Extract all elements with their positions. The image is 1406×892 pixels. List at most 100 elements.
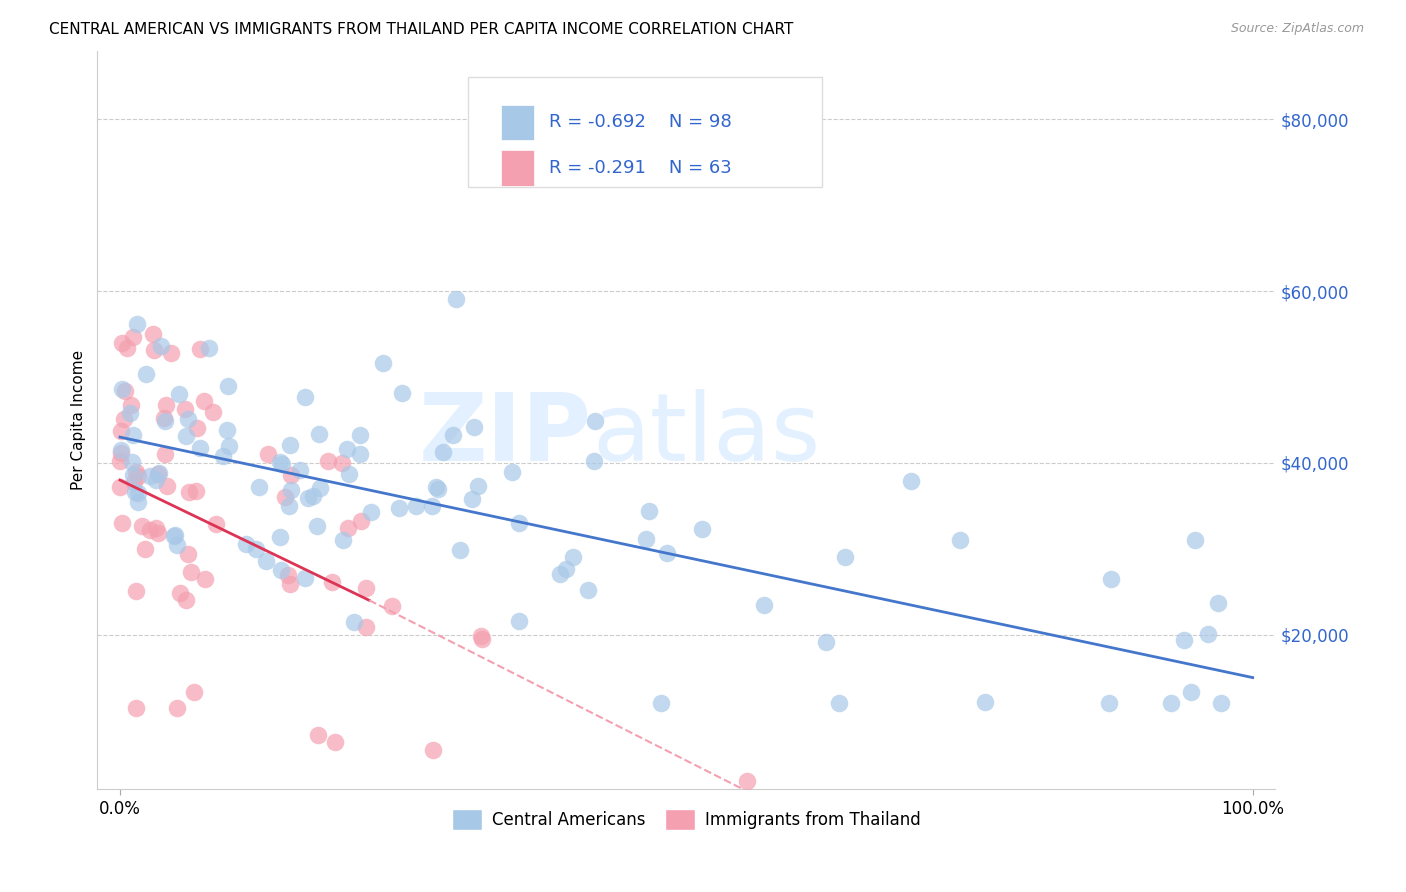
Point (309, 481, 332, 495)
Point (1098, 697, 1121, 711)
FancyBboxPatch shape (502, 151, 534, 186)
Point (125, 465, 148, 479)
Point (449, 542, 471, 557)
Point (463, 420, 485, 434)
Point (127, 469, 149, 483)
Point (138, 524, 160, 538)
Point (177, 547, 200, 561)
Point (636, 533, 658, 547)
Point (582, 454, 605, 468)
Point (177, 412, 200, 426)
Point (148, 466, 170, 480)
Text: R = -0.291    N = 63: R = -0.291 N = 63 (548, 159, 731, 178)
Point (110, 446, 132, 460)
Point (165, 528, 187, 542)
Point (288, 463, 311, 477)
Point (323, 735, 346, 749)
Point (183, 685, 205, 699)
Point (467, 479, 489, 493)
Point (307, 728, 329, 742)
Point (735, 773, 758, 788)
Point (349, 427, 371, 442)
Point (111, 516, 134, 530)
Point (111, 382, 134, 396)
Point (143, 343, 166, 358)
Text: CENTRAL AMERICAN VS IMMIGRANTS FROM THAILAND PER CAPITA INCOME CORRELATION CHART: CENTRAL AMERICAN VS IMMIGRANTS FROM THAI… (49, 22, 793, 37)
Point (308, 427, 330, 442)
Point (174, 593, 197, 607)
Point (638, 504, 661, 518)
Point (752, 598, 775, 612)
Point (422, 742, 444, 756)
Point (655, 546, 678, 560)
Point (1197, 627, 1219, 641)
Point (235, 537, 257, 551)
Point (337, 467, 360, 481)
Point (828, 697, 851, 711)
Point (127, 317, 149, 331)
Point (350, 514, 373, 528)
Point (470, 629, 492, 643)
Point (115, 341, 138, 355)
Point (124, 485, 146, 500)
Point (1173, 632, 1195, 647)
Point (135, 368, 157, 382)
Point (949, 533, 972, 547)
Point (690, 522, 713, 536)
Point (150, 339, 173, 353)
Point (277, 499, 299, 513)
FancyBboxPatch shape (468, 77, 823, 187)
Point (125, 700, 148, 714)
Point (432, 445, 454, 459)
Point (337, 521, 360, 535)
Text: atlas: atlas (592, 389, 820, 481)
Point (294, 390, 316, 404)
Point (254, 554, 277, 568)
Point (425, 480, 447, 494)
Point (153, 411, 176, 425)
Point (271, 458, 294, 472)
Point (108, 480, 131, 494)
Point (155, 479, 177, 493)
Point (576, 582, 599, 597)
Point (349, 447, 371, 461)
Point (354, 619, 377, 633)
Point (427, 483, 450, 497)
Point (160, 346, 183, 360)
Point (163, 529, 186, 543)
Point (900, 474, 922, 488)
Point (112, 412, 135, 426)
Point (201, 405, 224, 419)
Point (134, 541, 156, 556)
Point (814, 635, 837, 649)
Point (555, 562, 578, 576)
Point (318, 454, 340, 468)
Point (155, 398, 177, 412)
Point (167, 387, 190, 401)
Point (336, 442, 359, 456)
Point (583, 414, 606, 428)
Point (305, 518, 328, 533)
Point (146, 526, 169, 541)
Point (1180, 685, 1202, 699)
Point (441, 427, 464, 442)
Point (122, 467, 145, 482)
Point (122, 330, 145, 344)
Point (174, 429, 197, 443)
Point (444, 292, 467, 306)
Point (110, 443, 132, 458)
Point (205, 516, 228, 531)
Point (420, 499, 443, 513)
Point (274, 490, 297, 504)
Point (278, 577, 301, 591)
Point (508, 615, 530, 629)
Point (294, 571, 316, 585)
Point (256, 447, 278, 461)
Text: R = -0.692    N = 98: R = -0.692 N = 98 (548, 113, 731, 131)
Point (121, 427, 143, 442)
Point (212, 449, 235, 463)
Point (387, 501, 409, 516)
Point (321, 575, 343, 590)
Point (1099, 572, 1122, 586)
Point (302, 489, 325, 503)
